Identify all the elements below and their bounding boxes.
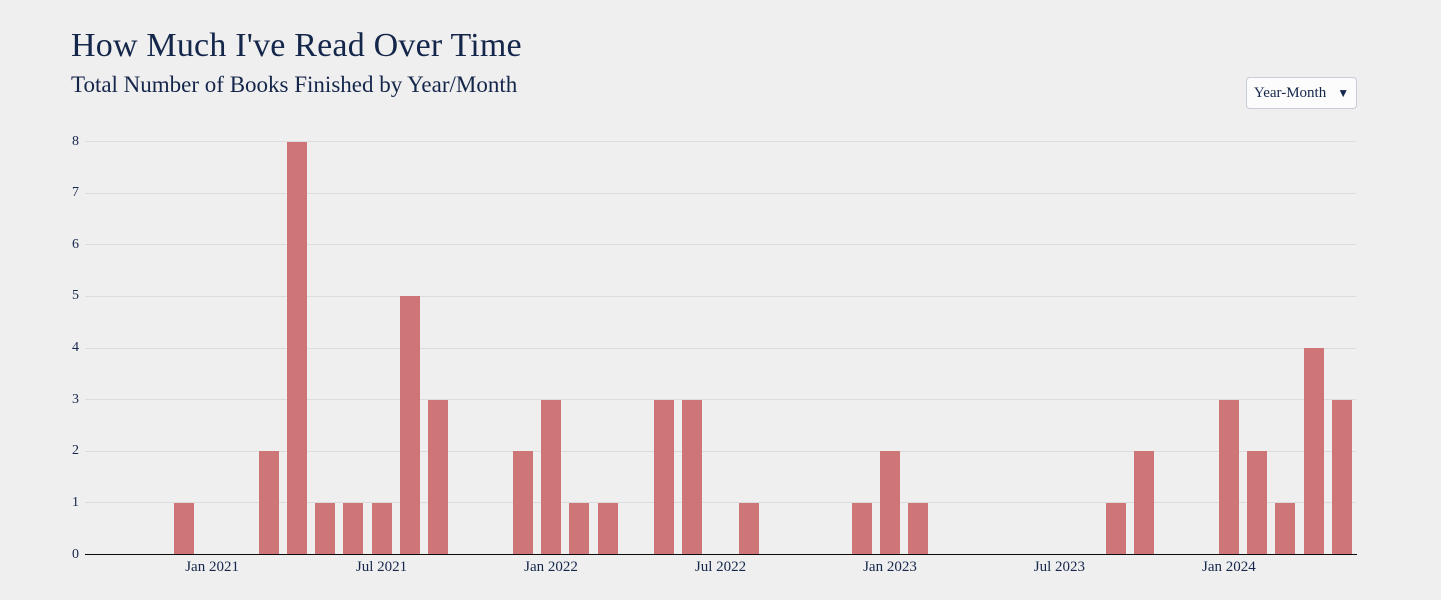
aggregation-dropdown-value: Year-Month <box>1253 84 1327 101</box>
grid-line <box>85 192 1356 194</box>
page-title: How Much I've Read Over Time <box>71 27 522 64</box>
chart-bar <box>1303 348 1324 555</box>
y-axis-tick-label: 1 <box>72 494 79 510</box>
chart-bar <box>258 451 279 555</box>
chart-bar <box>1247 451 1268 555</box>
chart-bar <box>879 451 900 555</box>
x-axis-tick-label: Jan 2024 <box>1202 559 1256 575</box>
y-axis-tick-label: 0 <box>72 546 79 562</box>
grid-line <box>85 399 1356 401</box>
x-axis-tick-label: Jul 2022 <box>694 559 747 575</box>
chart-bar <box>654 399 674 555</box>
chart-bar <box>597 502 618 555</box>
chart-bar <box>428 399 449 555</box>
y-axis-tick-label: 3 <box>72 391 79 407</box>
grid-line <box>85 347 1356 349</box>
chart-bar <box>173 502 194 555</box>
chart-bar <box>371 502 392 555</box>
x-axis-tick-label: Jul 2021 <box>355 559 408 575</box>
x-axis-tick-label: Jul 2023 <box>1033 559 1086 575</box>
page-subtitle: Total Number of Books Finished by Year/M… <box>71 72 518 97</box>
chart-bar <box>738 502 759 555</box>
grid-line <box>85 295 1356 297</box>
chart-bar <box>1275 502 1296 555</box>
chart-bar <box>1105 502 1126 555</box>
chart-bar <box>1218 399 1239 555</box>
chevron-down-icon: ▼ <box>1337 86 1350 100</box>
grid-line <box>85 244 1356 246</box>
chart-bar <box>512 451 533 555</box>
y-axis-tick-label: 5 <box>72 288 79 304</box>
chart-bar <box>851 502 872 555</box>
chart-bar <box>1331 399 1352 555</box>
x-axis-tick-label: Jan 2021 <box>185 559 239 575</box>
chart-bar <box>315 502 336 555</box>
chart-bar <box>682 399 703 555</box>
grid-line <box>85 141 1356 142</box>
y-axis-tick-label: 4 <box>72 340 79 355</box>
y-axis-tick-label: 7 <box>72 185 79 201</box>
y-axis-tick-label: 8 <box>72 133 79 149</box>
y-axis-tick-label: 6 <box>72 236 79 252</box>
y-axis-tick-label: 2 <box>72 443 79 459</box>
chart-bar <box>399 296 420 555</box>
chart-bar <box>908 502 929 555</box>
chart-bar <box>1134 451 1155 555</box>
chart-bar <box>286 141 307 555</box>
aggregation-dropdown[interactable]: Year-Month ▼ <box>1246 77 1357 109</box>
grid-line <box>85 502 1356 504</box>
x-axis-line <box>85 554 1357 555</box>
chart-bar <box>343 502 364 555</box>
chart-bar <box>541 399 562 555</box>
chart-bar <box>569 502 590 555</box>
x-axis-tick-label: Jan 2023 <box>863 559 917 575</box>
grid-line <box>85 450 1356 452</box>
x-axis-tick-label: Jan 2022 <box>524 559 578 575</box>
